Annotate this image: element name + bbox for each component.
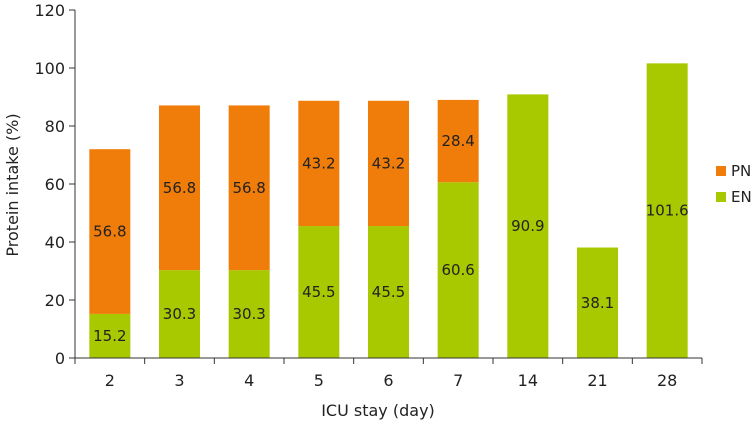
y-tick-label-40: 40 — [45, 233, 65, 252]
bar-en-4 — [228, 270, 270, 358]
legend-label-pn: PN — [731, 162, 751, 180]
bar-pn-7 — [437, 99, 479, 183]
data-label-en-28: 101.6 — [646, 202, 689, 220]
x-axis-title: ICU stay (day) — [321, 401, 435, 420]
data-label-en-2: 15.2 — [93, 327, 126, 345]
y-axis-title: Protein intake (%) — [3, 113, 22, 256]
data-label-en-14: 90.9 — [511, 217, 544, 235]
bars-layer — [89, 63, 688, 359]
x-tick-label-3: 3 — [174, 371, 184, 390]
data-label-pn-4: 56.8 — [232, 179, 265, 197]
data-label-en-6: 45.5 — [372, 283, 405, 301]
x-tick-label-4: 4 — [244, 371, 254, 390]
y-tick-label-60: 60 — [45, 175, 65, 194]
x-tick-label-2: 2 — [105, 371, 115, 390]
data-label-en-4: 30.3 — [232, 305, 265, 323]
legend-label-en: EN — [731, 188, 752, 206]
data-label-en-3: 30.3 — [163, 305, 196, 323]
data-label-pn-7: 28.4 — [441, 132, 474, 150]
data-labels-layer: 15.2 56.8 30.3 56.8 30.3 56.8 45.5 43.2 45.5 43.2… — [93, 132, 689, 345]
x-tick-label-5: 5 — [314, 371, 324, 390]
data-label-pn-5: 43.2 — [302, 154, 335, 172]
bar-pn-6 — [368, 100, 409, 227]
data-label-en-5: 45.5 — [302, 283, 335, 301]
data-label-pn-2: 56.8 — [93, 223, 126, 241]
y-tick-label-100: 100 — [34, 59, 65, 78]
x-tick-label-21: 21 — [587, 371, 607, 390]
bar-en-2 — [89, 313, 131, 358]
legend: PN EN — [716, 162, 752, 206]
bar-en-7 — [437, 182, 479, 358]
bar-en-14 — [507, 94, 549, 358]
x-tick-label-7: 7 — [453, 371, 463, 390]
legend-swatch-en — [716, 192, 726, 202]
y-tick-label-0: 0 — [55, 349, 65, 368]
data-label-pn-3: 56.8 — [163, 179, 196, 197]
bar-en-21 — [577, 247, 618, 358]
bar-pn-2 — [89, 149, 131, 314]
bar-en-6 — [368, 226, 409, 358]
data-label-en-7: 60.6 — [441, 261, 474, 279]
bar-en-5 — [298, 226, 340, 358]
y-tick-label-120: 120 — [34, 1, 65, 20]
x-tick-label-14: 14 — [518, 371, 538, 390]
y-tick-label-20: 20 — [45, 291, 65, 310]
bar-pn-4 — [228, 105, 270, 271]
bar-en-3 — [159, 270, 200, 358]
bar-pn-5 — [298, 100, 340, 227]
data-label-pn-6: 43.2 — [372, 154, 405, 172]
x-tick-label-6: 6 — [383, 371, 393, 390]
x-tick-label-28: 28 — [657, 371, 677, 390]
bar-en-28 — [646, 63, 688, 359]
legend-swatch-pn — [716, 166, 726, 176]
axes-layer: 0 20 40 60 80 100 120 2 3 4 5 6 7 14 21 28 — [34, 1, 703, 390]
bar-pn-3 — [159, 105, 200, 271]
data-label-en-21: 38.1 — [581, 294, 614, 312]
y-tick-label-80: 80 — [45, 117, 65, 136]
